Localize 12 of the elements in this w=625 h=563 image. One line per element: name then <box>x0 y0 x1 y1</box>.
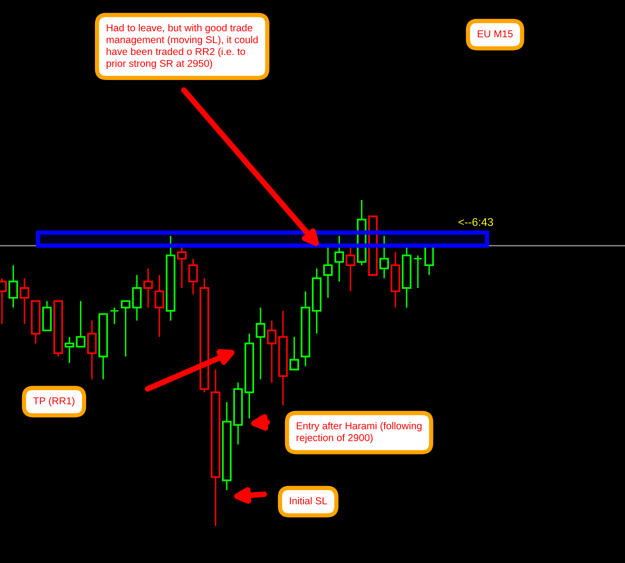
candlestick <box>323 244 333 298</box>
text: Had to leave, but with good trade management (moving SL), it could have been traded o RR2 (i.e. to prior strong SR at 2950) <box>106 24 258 69</box>
annotation: TP (RR1) <box>33 397 74 406</box>
text: EU M15 <box>478 30 513 38</box>
candlestick <box>154 274 164 338</box>
text: <--6:43 <box>458 218 494 226</box>
candlestick <box>110 306 120 325</box>
candlestick <box>413 254 423 289</box>
annotation: Entry after Harami (following rejection of 2900) <box>296 422 422 444</box>
candlestick <box>188 258 198 296</box>
annotation: Initial SL <box>290 497 328 504</box>
candlestick <box>143 268 153 308</box>
